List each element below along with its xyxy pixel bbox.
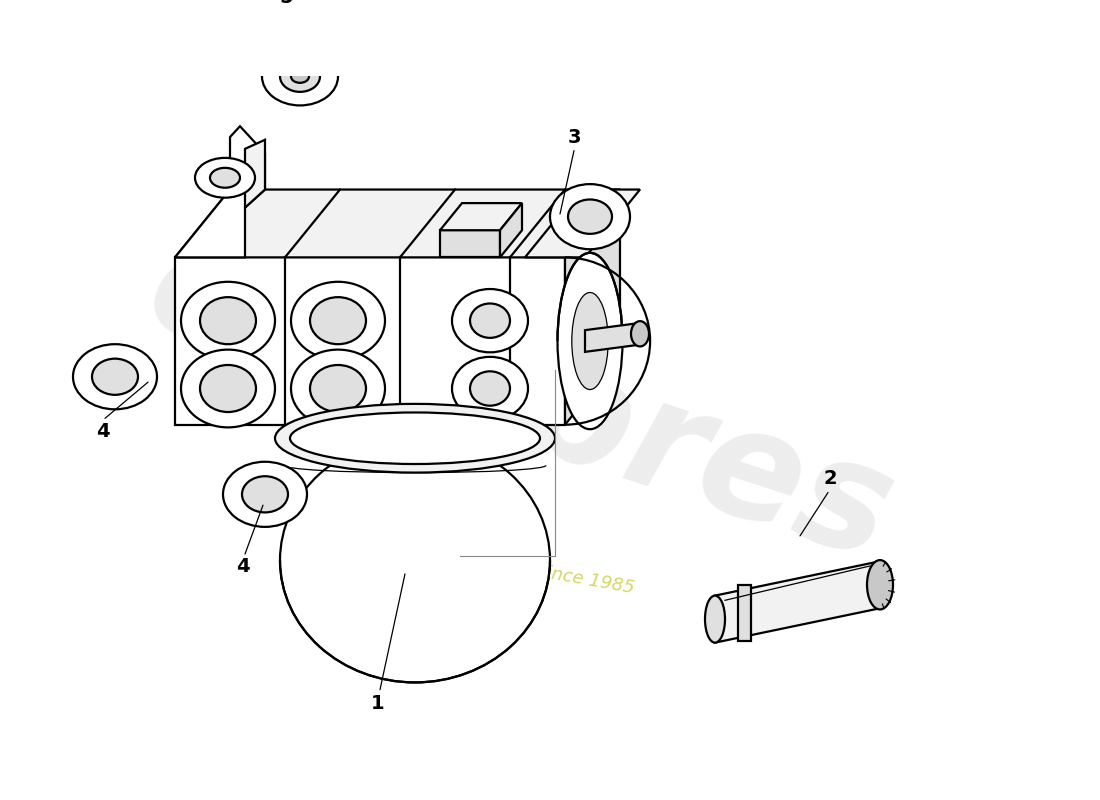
Polygon shape — [175, 190, 620, 258]
Polygon shape — [175, 258, 565, 425]
Text: 1: 1 — [371, 694, 385, 713]
Ellipse shape — [262, 47, 338, 106]
Ellipse shape — [292, 350, 385, 427]
Ellipse shape — [568, 199, 612, 234]
Polygon shape — [440, 230, 500, 258]
Polygon shape — [175, 126, 265, 258]
Ellipse shape — [452, 289, 528, 352]
Ellipse shape — [452, 357, 528, 420]
Ellipse shape — [292, 282, 385, 359]
Text: a passion for parts since 1985: a passion for parts since 1985 — [364, 532, 636, 598]
Text: eurobrеs: eurobrеs — [130, 212, 910, 592]
Ellipse shape — [280, 61, 320, 92]
Ellipse shape — [310, 297, 366, 344]
Polygon shape — [500, 203, 522, 258]
Ellipse shape — [572, 293, 608, 390]
Ellipse shape — [200, 365, 256, 412]
Ellipse shape — [275, 404, 556, 473]
Text: 3: 3 — [568, 129, 581, 147]
Circle shape — [280, 438, 550, 682]
Ellipse shape — [200, 297, 256, 344]
Ellipse shape — [242, 476, 288, 513]
Ellipse shape — [292, 70, 309, 83]
Text: 5: 5 — [279, 0, 293, 7]
Ellipse shape — [867, 560, 893, 610]
Polygon shape — [525, 190, 640, 258]
Ellipse shape — [310, 365, 366, 412]
Polygon shape — [738, 585, 751, 641]
Text: 4: 4 — [96, 422, 110, 442]
Text: 4: 4 — [236, 557, 250, 576]
Text: 2: 2 — [823, 469, 837, 487]
Ellipse shape — [223, 462, 307, 527]
Ellipse shape — [470, 303, 510, 338]
Ellipse shape — [290, 413, 540, 464]
Polygon shape — [585, 323, 640, 352]
Ellipse shape — [631, 321, 649, 346]
Polygon shape — [565, 190, 620, 425]
Ellipse shape — [195, 158, 255, 198]
Polygon shape — [245, 140, 265, 208]
Ellipse shape — [210, 168, 240, 188]
Ellipse shape — [182, 350, 275, 427]
Polygon shape — [715, 562, 880, 642]
Ellipse shape — [182, 282, 275, 359]
Ellipse shape — [73, 344, 157, 410]
Polygon shape — [440, 203, 522, 230]
Ellipse shape — [470, 371, 510, 406]
Ellipse shape — [705, 596, 725, 642]
Ellipse shape — [92, 358, 138, 395]
Ellipse shape — [558, 253, 623, 430]
Ellipse shape — [550, 184, 630, 250]
